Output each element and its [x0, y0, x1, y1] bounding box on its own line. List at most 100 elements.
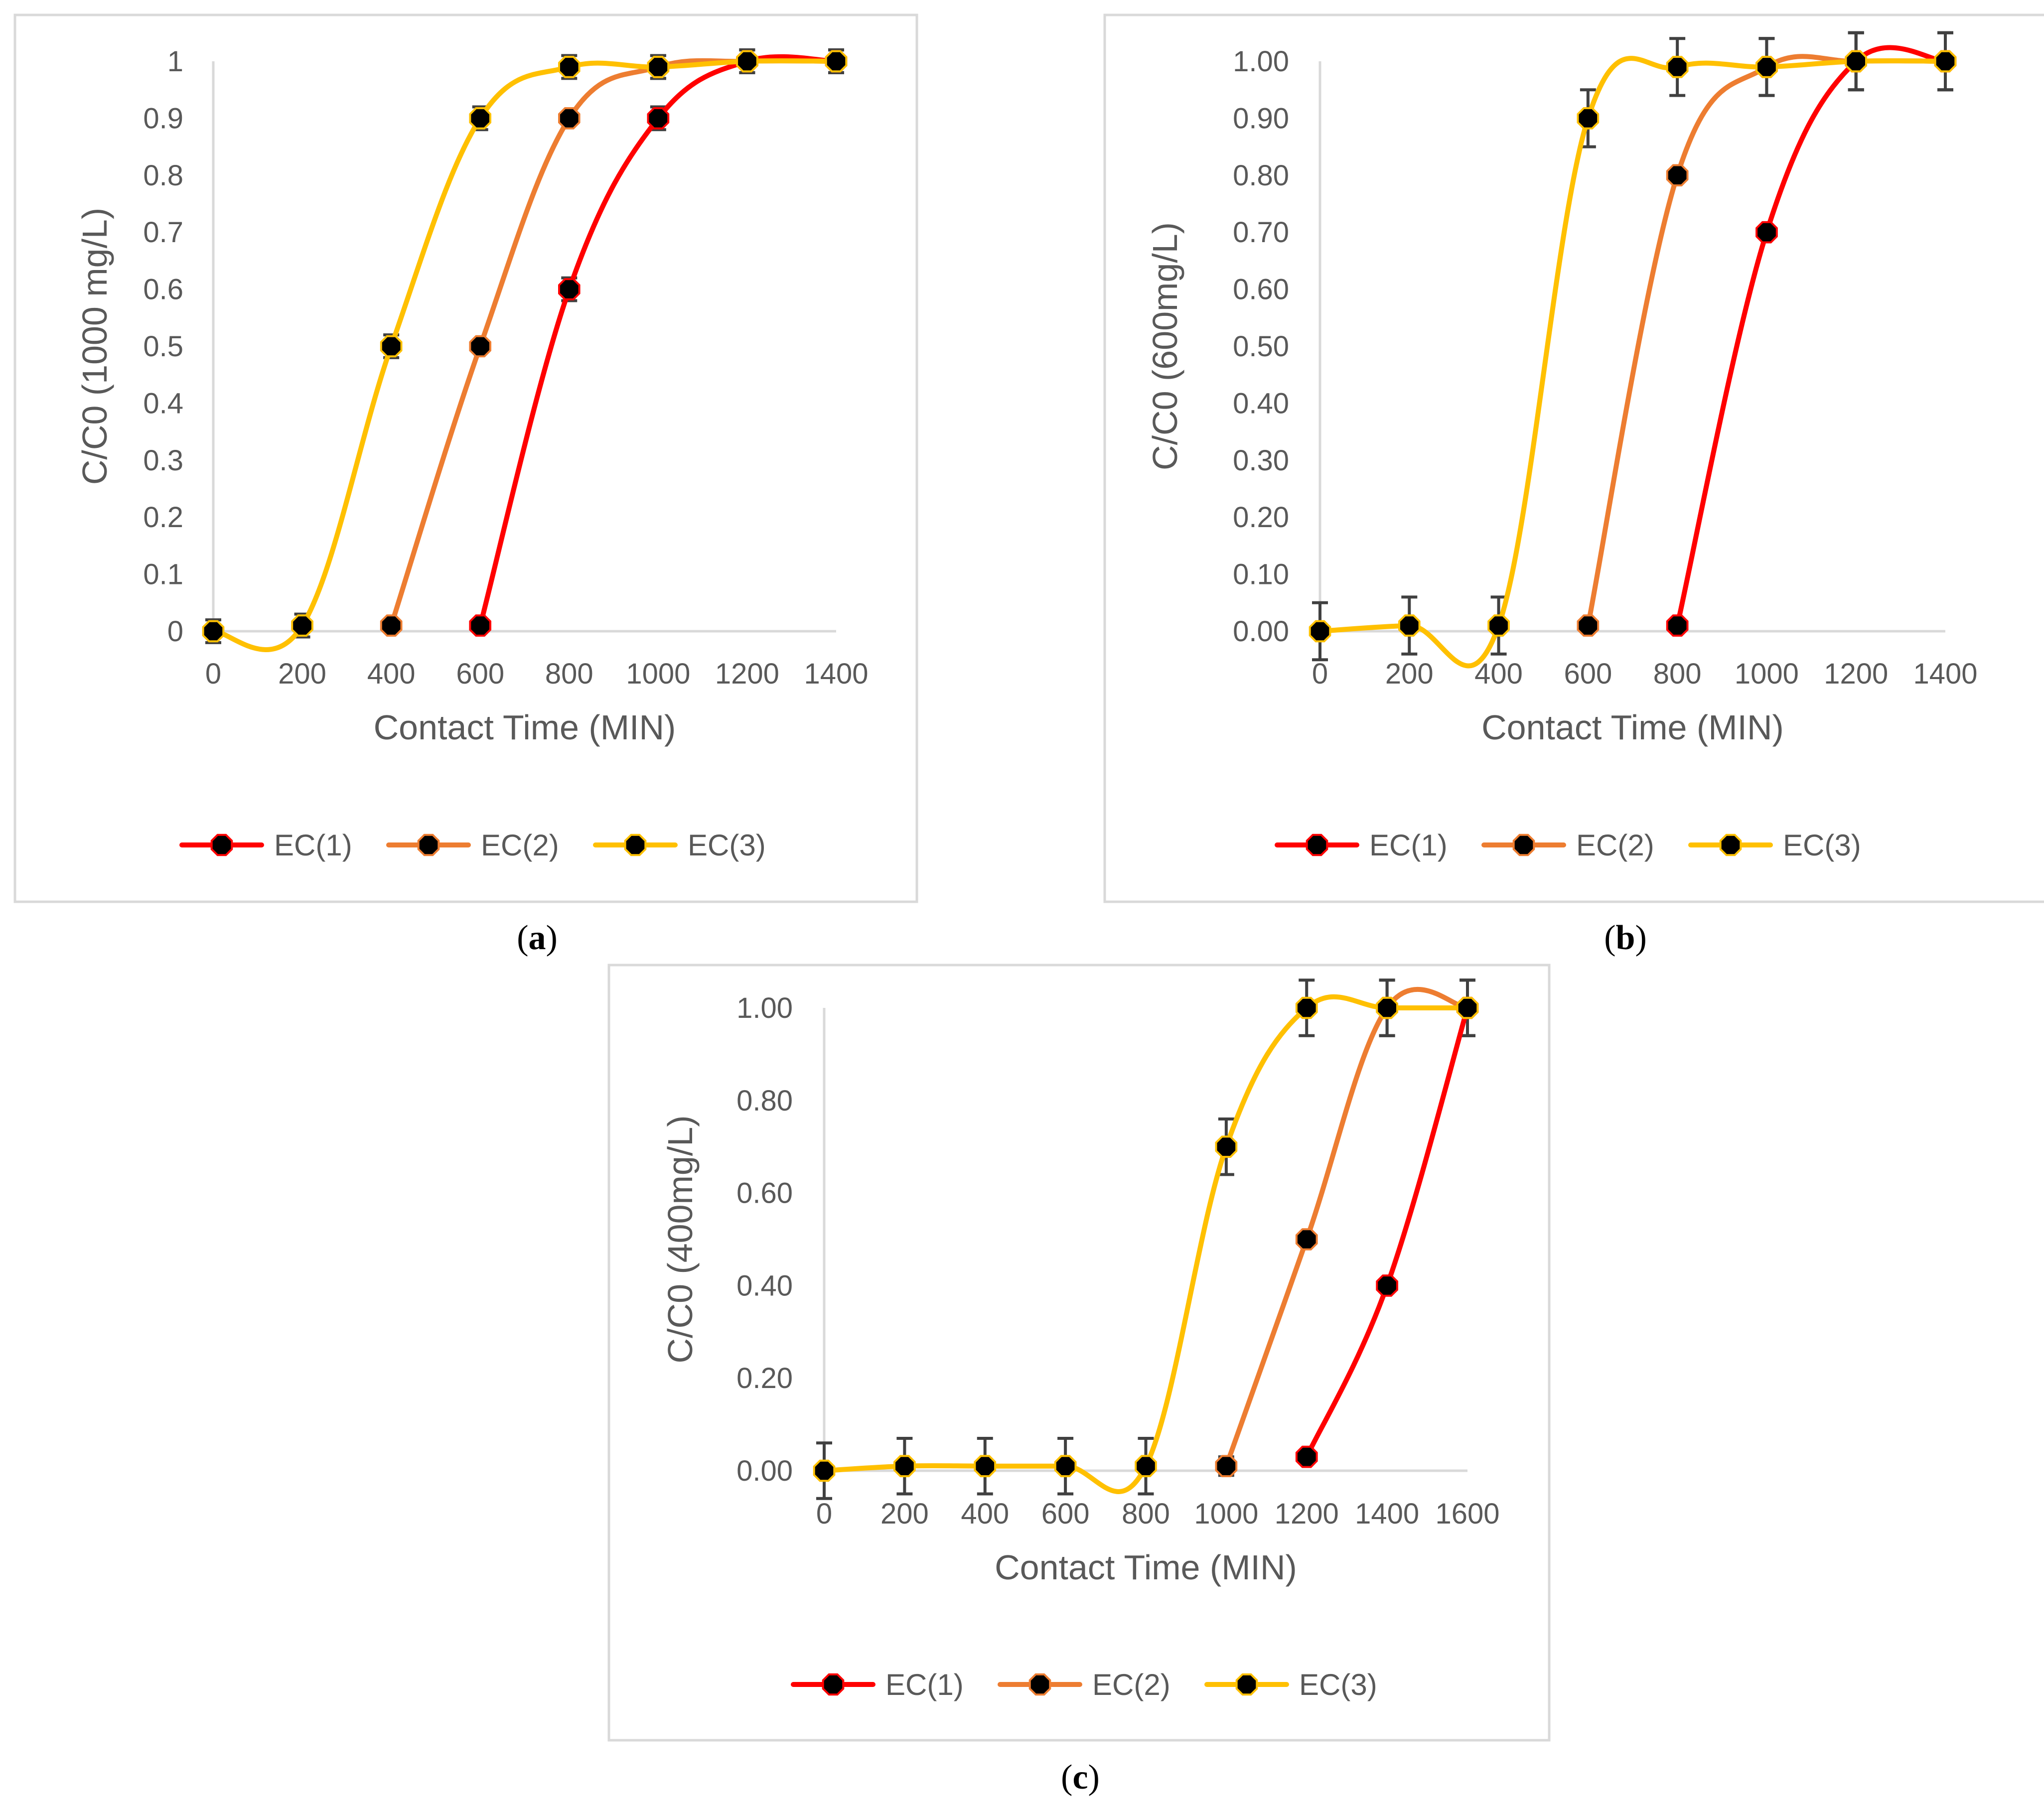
x-tick-label: 200	[278, 658, 326, 690]
series-line-ec1	[1675, 45, 1948, 628]
y-tick-label: 0.4	[143, 387, 183, 419]
data-point-ec3	[893, 1455, 916, 1477]
x-tick-label: 200	[880, 1498, 929, 1530]
data-point-ec3	[291, 614, 313, 637]
x-tick-label: 0	[1312, 658, 1328, 690]
y-tick-label: 0.2	[143, 501, 183, 534]
x-tick-label: 600	[1564, 658, 1612, 690]
x-tick-label: 600	[456, 658, 504, 690]
series-line-ec3	[822, 994, 1470, 1494]
legend-label: EC(3)	[1783, 829, 1861, 862]
y-tick-label: 0.5	[143, 330, 183, 363]
y-tick-label: 0.60	[736, 1177, 793, 1210]
data-point-ec3	[1456, 996, 1479, 1019]
legend-label: EC(3)	[688, 829, 766, 862]
legend-label: EC(3)	[1299, 1668, 1377, 1701]
y-tick-label: 1.00	[736, 992, 793, 1024]
data-point-ec2	[1295, 1228, 1318, 1251]
legend-marker	[1235, 1673, 1258, 1696]
data-point-ec3	[813, 1459, 836, 1482]
y-tick-label: 0.90	[1233, 102, 1289, 135]
legend: EC(1) EC(2) EC(3)	[179, 829, 766, 862]
x-tick-label: 800	[545, 658, 593, 690]
y-tick-label: 0.40	[736, 1269, 793, 1302]
x-tick-label: 800	[1653, 658, 1702, 690]
legend-marker	[1028, 1673, 1051, 1696]
data-point-ec3	[647, 56, 670, 78]
panel-frame	[607, 964, 1551, 1742]
data-point-ec1	[647, 107, 670, 130]
data-point-ec3	[1135, 1455, 1157, 1477]
x-tick-label: 800	[1122, 1498, 1170, 1530]
data-point-ec3	[380, 335, 403, 358]
data-point-ec3	[469, 107, 491, 130]
data-point-ec3	[736, 50, 758, 73]
legend-label: EC(2)	[481, 829, 559, 862]
series-line-ec2	[1223, 986, 1470, 1469]
legend-marker	[417, 834, 440, 856]
x-tick-label: 1000	[1735, 658, 1799, 690]
legend-marker	[1306, 834, 1328, 856]
data-point-ec3	[1666, 56, 1689, 78]
data-point-ec3	[1376, 996, 1398, 1019]
y-tick-label: 0.6	[143, 274, 183, 306]
y-tick-label: 1.00	[1233, 45, 1289, 78]
y-tick-label: 0.40	[1233, 387, 1289, 419]
legend-label: EC(1)	[885, 1668, 964, 1701]
x-tick-label: 1600	[1435, 1498, 1499, 1530]
series-line-ec1	[1304, 1005, 1470, 1460]
legend-marker	[1512, 834, 1535, 856]
data-point-ec3	[1295, 996, 1318, 1019]
data-point-ec3	[558, 56, 581, 78]
chart-panel-b: 0 200 400 600 800 1000 1200 1400 0.00 0.10 0.20 0.3…	[1103, 13, 2044, 957]
y-tick-label: 1	[167, 45, 183, 78]
legend-marker	[822, 1673, 845, 1696]
data-point-ec3	[1845, 50, 1867, 73]
x-tick-label: 1200	[715, 658, 779, 690]
x-tick-label: 1400	[804, 658, 868, 690]
x-tick-label: 1400	[1355, 1498, 1419, 1530]
legend: EC(1) EC(2) EC(3)	[791, 1668, 1377, 1701]
data-point-ec2	[469, 335, 491, 358]
data-point-ec3	[1487, 614, 1510, 637]
data-point-ec1	[469, 614, 491, 637]
data-point-ec1	[1295, 1445, 1318, 1468]
y-axis-title: C/C0 (400mg/L)	[661, 1116, 700, 1364]
data-point-ec3	[1215, 1135, 1238, 1158]
panel-label: (a)	[517, 919, 558, 957]
data-point-ec3	[1577, 107, 1600, 130]
y-tick-label: 0.30	[1233, 444, 1289, 477]
legend-label: EC(2)	[1092, 1668, 1170, 1701]
x-tick-label: 1400	[1913, 658, 1977, 690]
series-line-ec3	[211, 58, 839, 652]
x-axis-title: Contact Time (MIN)	[374, 708, 676, 747]
legend: EC(1) EC(2) EC(3)	[1275, 829, 1861, 862]
data-point-ec1	[1666, 614, 1689, 637]
y-tick-label: 0.00	[1233, 615, 1289, 648]
y-tick-label: 0.70	[1233, 216, 1289, 249]
data-point-ec2	[1577, 614, 1600, 637]
legend-marker	[624, 834, 647, 856]
legend-label: EC(1)	[274, 829, 352, 862]
x-tick-label: 400	[367, 658, 416, 690]
y-tick-label: 0.60	[1233, 274, 1289, 306]
panel-label: (b)	[1604, 919, 1647, 957]
legend-label: EC(1)	[1369, 829, 1448, 862]
data-point-ec2	[1215, 1455, 1238, 1477]
data-point-ec3	[1934, 50, 1957, 73]
y-tick-label: 0.7	[143, 216, 183, 249]
data-point-ec2	[558, 107, 581, 130]
x-tick-label: 1200	[1824, 658, 1888, 690]
y-tick-label: 0.3	[143, 444, 183, 477]
data-point-ec1	[558, 278, 581, 300]
panel-label: (c)	[1061, 1758, 1100, 1797]
y-tick-label: 0	[167, 615, 183, 648]
y-tick-label: 0.8	[143, 159, 183, 192]
y-tick-label: 0.1	[143, 558, 183, 591]
x-tick-label: 1000	[626, 658, 690, 690]
x-tick-label: 1000	[1194, 1498, 1258, 1530]
data-point-ec3	[202, 620, 225, 643]
y-tick-label: 0.20	[736, 1362, 793, 1395]
data-point-ec1	[1755, 221, 1778, 244]
